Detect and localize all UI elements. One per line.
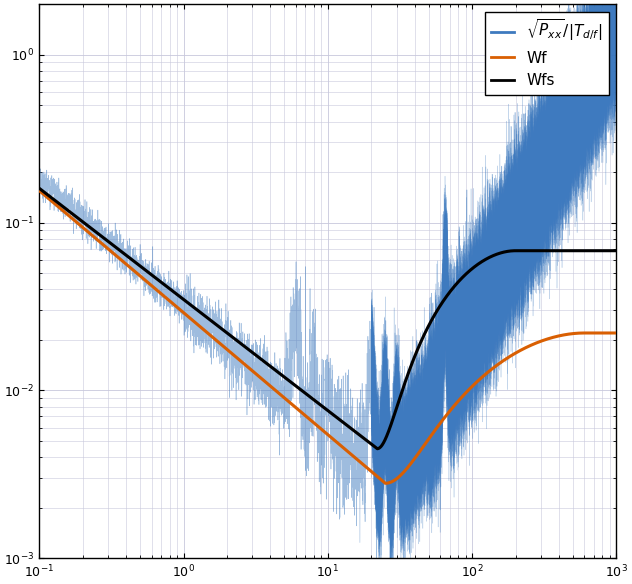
- Wf: [463, 388, 471, 395]
- Wf: [494, 361, 502, 368]
- Wfs: [35, 185, 43, 192]
- Wf: [245, 364, 252, 371]
- Wfs: [402, 376, 410, 383]
- Wfs: [463, 269, 471, 276]
- Wfs: [612, 247, 620, 254]
- Wf: [377, 476, 384, 483]
- Wf: [64, 211, 72, 218]
- Line: Wfs: Wfs: [39, 188, 616, 449]
- Wfs: [494, 251, 502, 258]
- Wf: [402, 466, 410, 473]
- Line: Wf: Wf: [39, 190, 616, 484]
- Wfs: [64, 207, 72, 214]
- Legend: $\sqrt{P_{xx}}/|T_{d/f}|$, Wf, Wfs: $\sqrt{P_{xx}}/|T_{d/f}|$, Wf, Wfs: [485, 12, 609, 95]
- Wfs: [245, 346, 252, 353]
- Wfs: [377, 443, 385, 450]
- Wfs: [374, 445, 381, 452]
- Wf: [35, 187, 43, 194]
- Wf: [382, 480, 389, 487]
- Wf: [612, 329, 620, 336]
